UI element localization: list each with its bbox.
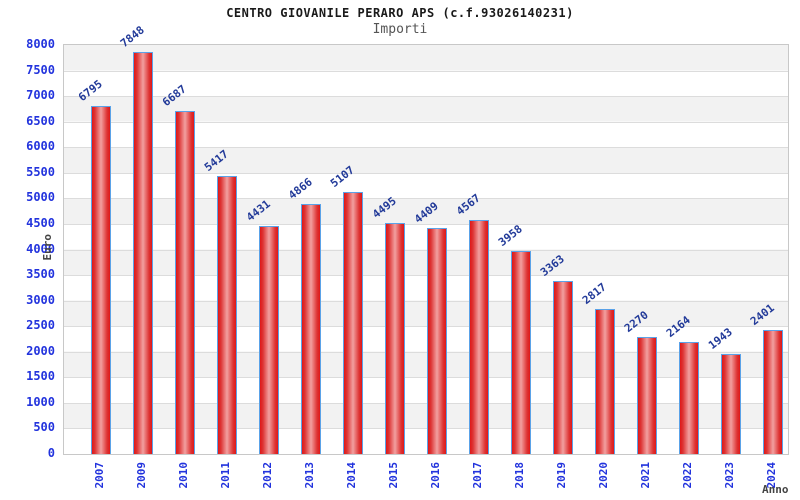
- y-tick-label: 2000: [26, 343, 55, 358]
- x-tick-label: 2014: [345, 462, 358, 489]
- y-tick-label: 2500: [26, 318, 55, 333]
- x-tick-label: 2023: [723, 462, 736, 489]
- y-tick-label: 8000: [26, 37, 55, 51]
- x-tick-label: 2010: [177, 462, 190, 489]
- gridline: [64, 223, 788, 225]
- bar-value-label: 4431: [243, 197, 273, 225]
- y-tick-label: 5000: [26, 190, 55, 205]
- gridline: [64, 300, 788, 302]
- bar-2024: [763, 330, 783, 454]
- y-tick-label: 4000: [26, 241, 55, 256]
- y-tick-label: 5500: [26, 164, 55, 179]
- gridline: [64, 70, 788, 72]
- bar-value-label: 2817: [579, 280, 609, 307]
- bar-2019: [553, 281, 573, 454]
- x-tick-label: 2021: [639, 462, 652, 489]
- y-tick-label: 1500: [26, 369, 55, 384]
- bar-value-label: 2164: [663, 313, 693, 341]
- y-tick-label: 1000: [26, 394, 55, 409]
- bar-value-label: 6795: [75, 77, 105, 104]
- gridline: [64, 275, 788, 277]
- chart-subtitle: Importi: [372, 22, 428, 37]
- bar-2022: [679, 342, 699, 454]
- bar-2009: [133, 51, 153, 454]
- y-tick-label: 7500: [26, 62, 55, 77]
- x-tick-label: 2018: [513, 462, 526, 489]
- bar-value-label: 5417: [201, 147, 231, 175]
- bar-2017: [469, 219, 489, 454]
- y-tick-label: 7000: [26, 88, 55, 103]
- bar-2020: [595, 308, 615, 454]
- x-tick-label: 2019: [555, 462, 568, 489]
- bar-2014: [343, 191, 363, 454]
- plot-area: 6795 7848 6687 5417 4431 4866 5107 4495 4409 4567…: [63, 23, 789, 455]
- gridline: [64, 121, 788, 123]
- y-tick-label: 0: [47, 446, 55, 460]
- bar-value-label: 4567: [453, 190, 483, 218]
- gridline: [64, 172, 788, 174]
- x-tick-label: 2009: [135, 462, 148, 489]
- y-tick-label: 6000: [26, 139, 55, 154]
- x-tick-label: 2011: [219, 462, 232, 489]
- bar-2021: [637, 336, 657, 454]
- x-axis-title: Anno: [762, 483, 789, 496]
- gridline: [64, 377, 788, 379]
- bar-2023: [721, 353, 741, 454]
- bar-value-label: 3958: [495, 222, 525, 249]
- bar-2013: [301, 204, 321, 454]
- bar-2007: [91, 105, 111, 454]
- x-tick-label: 2013: [303, 462, 316, 489]
- gridline: [64, 402, 788, 404]
- x-tick-label: 2020: [597, 462, 610, 489]
- x-tick-label: 2007: [93, 462, 106, 489]
- chart-title: CENTRO GIOVANILE PERARO APS (c.f.9302614…: [226, 6, 574, 20]
- bar-2015: [385, 223, 405, 454]
- y-tick-label: 6500: [26, 113, 55, 128]
- gridline: [64, 428, 788, 430]
- y-axis-title: Euro: [41, 234, 54, 261]
- gridline: [64, 198, 788, 200]
- bar-value-label: 2270: [621, 308, 651, 335]
- gridline: [64, 249, 788, 251]
- bar-2016: [427, 227, 447, 454]
- gridline: [64, 96, 788, 98]
- bar-2011: [217, 176, 237, 454]
- x-tick-label: 2022: [681, 462, 694, 489]
- y-tick-label: 500: [33, 420, 55, 435]
- bar-2018: [511, 250, 531, 454]
- bar-value-label: 4409: [411, 199, 441, 226]
- y-tick-label: 4500: [26, 215, 55, 230]
- bar-2012: [259, 226, 279, 454]
- gridline: [64, 147, 788, 149]
- gridline: [64, 351, 788, 353]
- x-tick-label: 2012: [261, 462, 274, 489]
- bar-value-label: 5107: [327, 163, 357, 190]
- bar-value-label: 2401: [747, 301, 777, 329]
- x-tick-label: 2017: [471, 462, 484, 489]
- gridline: [64, 326, 788, 328]
- y-tick-label: 3500: [26, 267, 55, 282]
- bar-value-label: 1943: [705, 325, 735, 352]
- y-tick-label: 3000: [26, 292, 55, 307]
- x-tick-label: 2015: [387, 462, 400, 489]
- bar-2010: [175, 111, 195, 454]
- x-tick-label: 2016: [429, 462, 442, 489]
